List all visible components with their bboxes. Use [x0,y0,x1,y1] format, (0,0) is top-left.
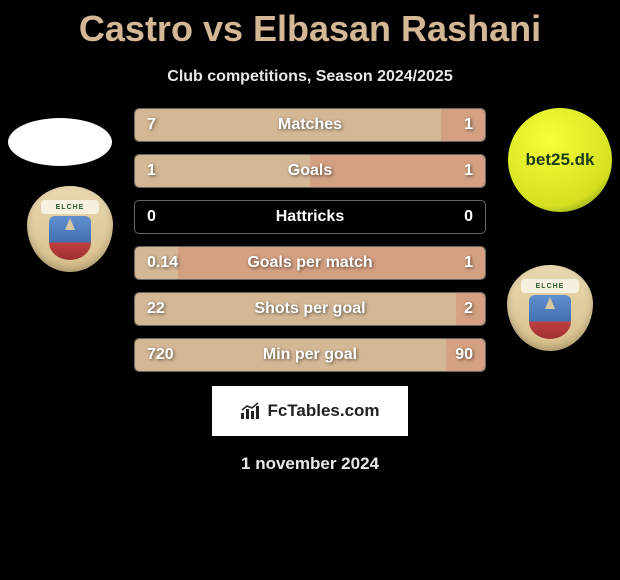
stat-value-right: 2 [464,300,473,318]
stat-label: Matches [135,116,485,134]
fctables-badge[interactable]: FcTables.com [212,386,408,436]
stat-label: Goals per match [135,254,485,272]
stat-row-hattricks: 0 Hattricks 0 [134,200,486,234]
stat-row-spg: 22 Shots per goal 2 [134,292,486,326]
club-badge-right: ELCHE [507,265,593,351]
club-name-right: ELCHE [536,283,565,290]
fctables-text: FcTables.com [267,401,379,421]
stat-label: Goals [135,162,485,180]
stat-row-mpg: 720 Min per goal 90 [134,338,486,372]
stat-row-matches: 7 Matches 1 [134,108,486,142]
stat-value-right: 1 [464,116,473,134]
stat-value-right: 90 [455,346,473,364]
stat-label: Hattricks [135,208,485,226]
sponsor-text: bet25.dk [508,150,612,170]
stat-label: Min per goal [135,346,485,364]
comparison-title: Castro vs Elbasan Rashani [0,0,620,50]
player-right-avatar: bet25.dk [508,108,612,212]
chart-icon [240,402,262,420]
stat-value-right: 0 [464,208,473,226]
stats-container: 7 Matches 1 1 Goals 1 0 Hattricks 0 0.14… [134,108,486,372]
stat-row-goals: 1 Goals 1 [134,154,486,188]
comparison-content: bet25.dk ELCHE ELCHE 7 Matches 1 1 [0,108,620,474]
season-subtitle: Club competitions, Season 2024/2025 [0,68,620,86]
club-name-left: ELCHE [56,204,85,211]
stat-value-right: 1 [464,254,473,272]
player-left-avatar [8,118,112,166]
stat-value-right: 1 [464,162,473,180]
stat-row-gpm: 0.14 Goals per match 1 [134,246,486,280]
stat-label: Shots per goal [135,300,485,318]
club-badge-left: ELCHE [27,186,113,272]
date-text: 1 november 2024 [0,454,620,474]
